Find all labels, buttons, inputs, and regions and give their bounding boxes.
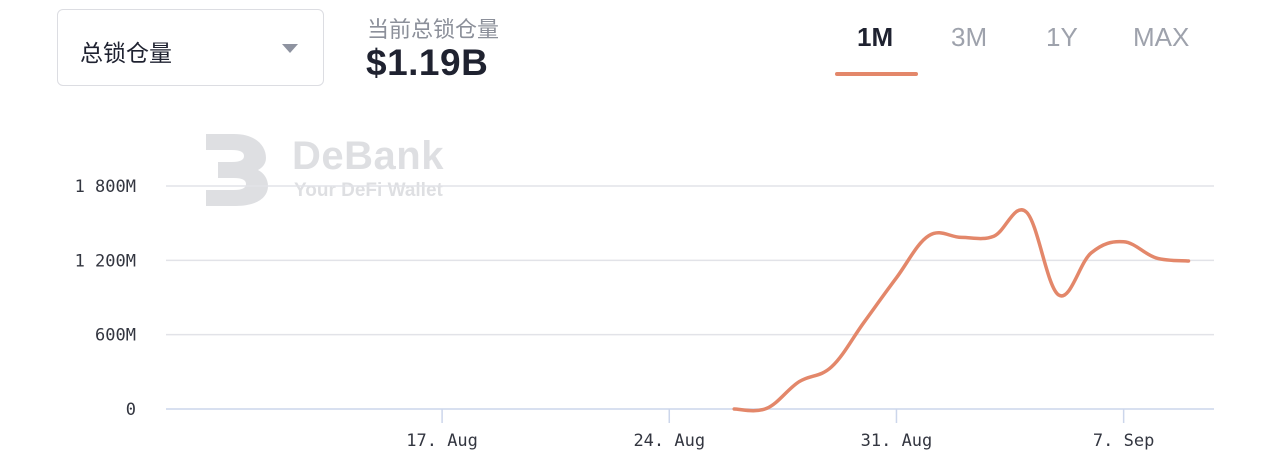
watermark-title: DeBank <box>292 134 444 178</box>
chevron-down-icon <box>282 44 298 53</box>
metric-select-value: 总锁仓量 <box>80 41 172 67</box>
y-tick-label: 0 <box>126 400 136 420</box>
tab-1m[interactable]: 1M <box>857 22 894 52</box>
tab-max[interactable]: MAX <box>1133 22 1190 52</box>
x-tick-label: 7. Sep <box>1093 431 1154 451</box>
x-tick-label: 24. Aug <box>633 431 705 451</box>
y-tick-label: 600M <box>95 326 136 346</box>
x-tick-label: 17. Aug <box>406 431 478 451</box>
current-metric-value: $1.19B <box>366 42 489 83</box>
y-tick-label: 1 200M <box>75 251 136 271</box>
x-tick-label: 31. Aug <box>861 431 933 451</box>
current-metric-label: 当前总锁仓量 <box>367 18 500 43</box>
tab-1y[interactable]: 1Y <box>1046 22 1078 52</box>
tab-3m[interactable]: 3M <box>951 22 988 52</box>
active-tab-indicator <box>835 72 918 76</box>
tvl-series-line <box>732 208 1191 413</box>
debank-logo-icon <box>206 134 268 206</box>
metric-select[interactable]: 总锁仓量 <box>57 9 324 86</box>
y-tick-label: 1 800M <box>75 177 136 197</box>
